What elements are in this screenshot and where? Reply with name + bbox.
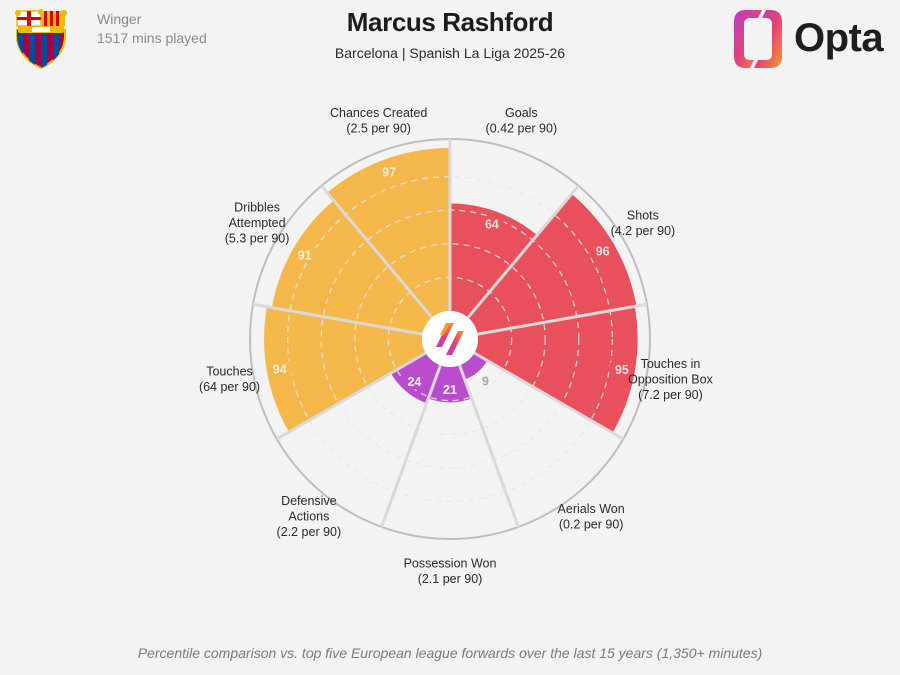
- value-label: 96: [596, 244, 610, 258]
- value-label-bg: [590, 242, 615, 259]
- chart-subtitle: Barcelona | Spanish La Liga 2025-26: [334, 45, 566, 61]
- radar-spoke: [276, 351, 427, 441]
- value-label-bg: [438, 381, 462, 398]
- axis-label-name: Shots: [627, 208, 659, 222]
- radar-grid: [252, 139, 648, 528]
- wedge-shots: [467, 194, 637, 335]
- axis-label-name: Goals: [505, 106, 538, 120]
- radar-wedges: [264, 148, 638, 433]
- axis-label-rate: (2.1 per 90): [418, 572, 483, 586]
- axis-label-rate: (2.5 per 90): [346, 122, 411, 136]
- axis-label-name: Aerials Won: [558, 502, 625, 516]
- opta-logo: Opta: [732, 8, 892, 70]
- opta-wordmark: Opta: [794, 16, 884, 60]
- value-label: 64: [485, 217, 499, 231]
- grid-ring: [354, 243, 546, 435]
- grid-ring: [354, 243, 546, 435]
- axis-label-rate: (4.2 per 90): [611, 224, 676, 238]
- wedge-dribbles-attempted: [271, 200, 433, 335]
- radar-spoke: [458, 364, 520, 528]
- center-logo-icon: [436, 323, 464, 355]
- axis-label-name: Possession Won: [404, 556, 497, 570]
- value-label: 21: [443, 383, 457, 397]
- opta-mark-icon: [734, 10, 782, 68]
- radar-spoke: [380, 364, 442, 528]
- value-label-bg: [402, 373, 427, 390]
- wedge-aerials-won: [459, 353, 488, 380]
- radar-spoke: [320, 184, 434, 319]
- axis-label-rate: (2.2 per 90): [277, 525, 342, 539]
- axis-label-name: Touches: [206, 365, 253, 379]
- radar-spoke: [473, 351, 624, 441]
- value-label: 95: [615, 363, 629, 377]
- value-label-bg: [377, 163, 402, 180]
- axis-label-name: Touches in: [641, 357, 701, 371]
- title-block: Marcus Rashford Barcelona | Spanish La L…: [0, 6, 900, 61]
- player-meta: Winger 1517 mins played: [97, 10, 207, 48]
- axis-label-name: Opposition Box: [628, 372, 714, 386]
- wedge-goals: [450, 203, 538, 318]
- wedge-touches-in-opposition-box: [474, 306, 638, 433]
- value-label-bg: [479, 215, 504, 232]
- value-label-bg: [267, 361, 292, 378]
- axis-label-rate: (0.42 per 90): [486, 122, 558, 136]
- radar-center: [422, 311, 478, 367]
- axis-label-rate: (7.2 per 90): [638, 388, 703, 402]
- value-label: 24: [407, 375, 421, 389]
- axis-label-name: Actions: [288, 510, 329, 524]
- axis-labels: Goals (0.42 per 90) Shots (4.2 per 90) Touch…: [199, 106, 714, 586]
- value-labels: 64 96 95 9 21 24 94 91 97: [267, 163, 634, 398]
- player-position: Winger: [97, 11, 142, 27]
- chart-title: Marcus Rashford: [346, 7, 554, 37]
- value-label: 94: [273, 363, 287, 377]
- value-label-bg: [292, 247, 317, 264]
- axis-label-rate: (64 per 90): [199, 380, 260, 394]
- footnote: Percentile comparison vs. top five Europ…: [137, 645, 763, 661]
- minutes-played: 1517 mins played: [97, 30, 207, 46]
- value-label: 9: [482, 375, 489, 389]
- value-label: 97: [382, 165, 396, 179]
- radar-spoke: [477, 302, 648, 336]
- axis-label-rate: (5.3 per 90): [225, 232, 290, 246]
- wedge-touches: [264, 306, 426, 432]
- radar-spoke: [466, 184, 580, 319]
- axis-label-name: Attempted: [229, 216, 286, 230]
- radar-spoke: [252, 302, 423, 336]
- barcelona-crest-icon: [15, 9, 67, 70]
- wedge-chances-created: [327, 148, 450, 318]
- value-label-bg: [609, 361, 634, 378]
- axis-label-name: Chances Created: [330, 106, 427, 120]
- value-label: 91: [298, 249, 312, 263]
- axis-label-rate: (0.2 per 90): [559, 517, 624, 531]
- axis-label-name: Defensive: [281, 494, 337, 508]
- axis-label-name: Dribbles: [234, 201, 280, 215]
